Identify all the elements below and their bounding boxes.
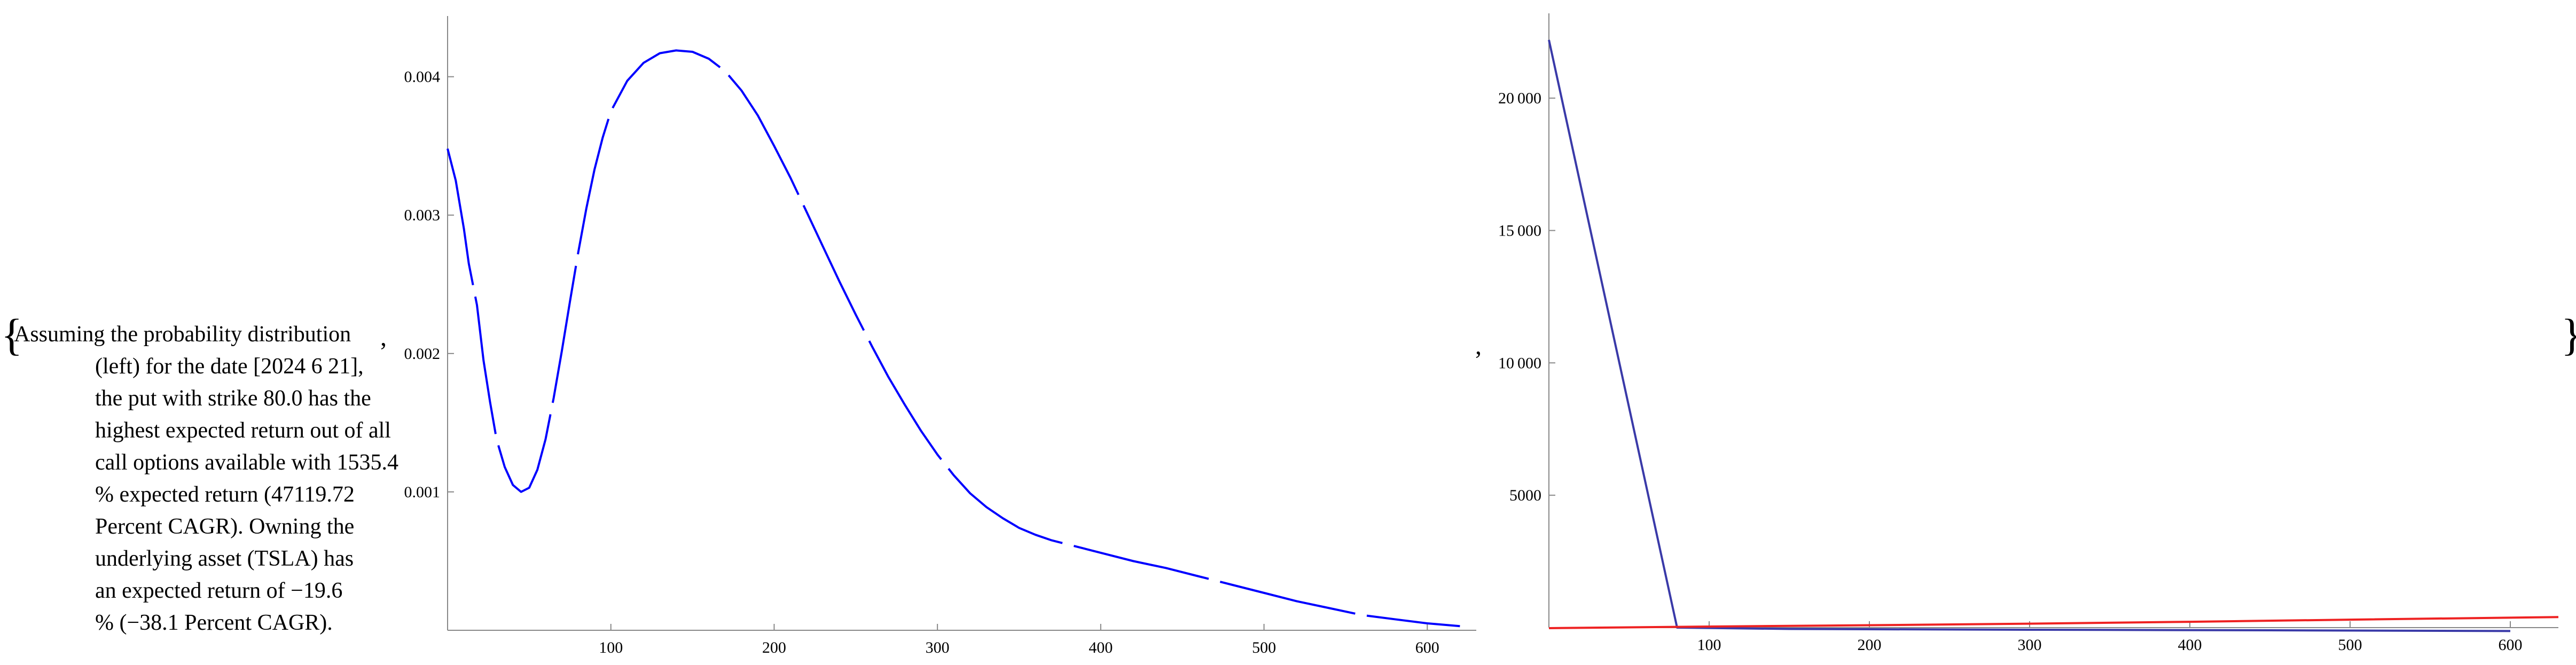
- y-tick-label: 0.002: [404, 345, 441, 363]
- x-tick-label: 100: [1697, 636, 1721, 654]
- caption-text: Assuming the probability distribution (le…: [14, 318, 399, 639]
- x-tick-label: 400: [2178, 636, 2202, 654]
- x-tick-label: 200: [1858, 636, 1882, 654]
- x-tick-label: 600: [2499, 636, 2523, 654]
- caption-line: (left) for the date [2024 6 21],: [95, 354, 364, 379]
- caption-line: the put with strike 80.0 has the: [95, 386, 371, 411]
- x-tick-label: 300: [926, 639, 950, 656]
- caption-line: an expected return of −19.6: [95, 578, 343, 603]
- close-brace: }: [2561, 313, 2576, 358]
- y-tick-label: 20 000: [1498, 90, 1541, 107]
- x-tick-label: 600: [1415, 639, 1439, 656]
- x-tick-label: 300: [2018, 636, 2042, 654]
- y-tick-label: 0.004: [404, 68, 441, 86]
- y-tick-label: 10 000: [1498, 354, 1541, 372]
- y-tick-label: 15 000: [1498, 222, 1541, 240]
- caption-line: % (−38.1 Percent CAGR).: [95, 611, 333, 635]
- caption-line: call options available with 1535.4: [95, 450, 399, 475]
- expected-return-chart: 100 200 300 400 500 600 5000 10 000 15 000 20 000: [1498, 13, 2559, 654]
- open-brace: {: [1, 310, 23, 360]
- x-tick-label: 400: [1089, 639, 1113, 656]
- caption-line: Percent CAGR). Owning the: [95, 514, 355, 539]
- x-tick-label: 200: [762, 639, 786, 656]
- y-tick-label: 0.003: [404, 207, 441, 224]
- caption-line: underlying asset (TSLA) has: [95, 546, 354, 571]
- y-tick-label: 0.001: [404, 483, 441, 501]
- series-line: [447, 49, 1460, 628]
- x-tick-label: 100: [599, 639, 623, 656]
- separator-comma-1: ,: [380, 323, 387, 351]
- y-tick-label: 5000: [1509, 487, 1541, 504]
- caption-line: % expected return (47119.72: [95, 482, 355, 507]
- caption-line: Assuming the probability distribution: [14, 322, 351, 347]
- x-tick-label: 500: [1252, 639, 1276, 656]
- series-line: [1548, 616, 2559, 629]
- x-tick-label: 500: [2338, 636, 2362, 654]
- probability-distribution-chart: 100 200 300 400 500 600 0.001 0.002 0.003 0.004: [404, 16, 1476, 656]
- series-line: [1548, 40, 2511, 632]
- separator-comma-2: ,: [1475, 332, 1482, 360]
- caption-line: highest expected return out of all: [95, 418, 391, 443]
